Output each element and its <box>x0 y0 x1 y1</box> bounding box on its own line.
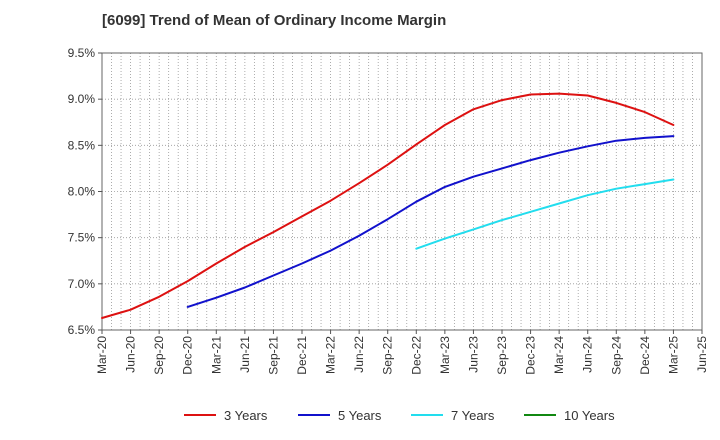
x-tick-label: Mar-20 <box>95 336 109 374</box>
y-tick-label: 9.0% <box>68 92 96 106</box>
series-line-3-years <box>101 92 675 319</box>
x-tick-label: Mar-21 <box>209 336 223 374</box>
x-tick-label: Jun-21 <box>238 336 252 373</box>
y-axis-ticks: 6.5% 7.0% 7.5% 8.0% 8.5% 9.0% 9.5% <box>68 46 102 337</box>
series-lines <box>101 92 675 319</box>
y-tick-label: 6.5% <box>68 323 96 337</box>
series-line-7-years <box>415 178 675 250</box>
y-tick-label: 9.5% <box>68 46 96 60</box>
x-axis-ticks: Mar-20 Jun-20 Sep-20 Dec-20 Mar-21 Jun-21 Sep-… <box>95 330 709 375</box>
y-tick-label: 8.5% <box>68 138 96 152</box>
legend: 3 Years 5 Years 7 Years 10 Years <box>184 408 615 423</box>
x-tick-label: Dec-23 <box>524 336 538 375</box>
x-tick-label: Mar-25 <box>666 336 680 374</box>
x-tick-label: Dec-24 <box>638 336 652 375</box>
x-tick-label: Dec-20 <box>181 336 195 375</box>
x-tick-label: Jun-22 <box>352 336 366 373</box>
legend-label-10-years: 10 Years <box>564 408 615 423</box>
y-tick-label: 7.0% <box>68 277 96 291</box>
x-tick-label: Mar-23 <box>438 336 452 374</box>
x-tick-label: Jun-23 <box>466 336 480 373</box>
x-tick-label: Mar-24 <box>552 336 566 374</box>
x-tick-label: Jun-25 <box>695 336 709 373</box>
y-tick-label: 7.5% <box>68 231 96 245</box>
x-tick-label: Dec-22 <box>409 336 423 375</box>
x-tick-label: Dec-21 <box>295 336 309 375</box>
x-tick-label: Sep-21 <box>266 336 280 375</box>
x-tick-label: Jun-24 <box>581 336 595 373</box>
x-tick-label: Sep-22 <box>381 336 395 375</box>
chart-title: [6099] Trend of Mean of Ordinary Income … <box>102 12 447 29</box>
x-tick-label: Sep-20 <box>152 336 166 375</box>
chart-grid <box>102 53 702 330</box>
x-tick-label: Mar-22 <box>324 336 338 374</box>
legend-label-3-years: 3 Years <box>224 408 268 423</box>
legend-label-5-years: 5 Years <box>338 408 382 423</box>
x-tick-label: Sep-24 <box>609 336 623 375</box>
x-tick-label: Jun-20 <box>124 336 138 373</box>
y-tick-label: 8.0% <box>68 185 96 199</box>
series-line-5-years <box>186 135 675 308</box>
legend-label-7-years: 7 Years <box>451 408 495 423</box>
x-tick-label: Sep-23 <box>495 336 509 375</box>
